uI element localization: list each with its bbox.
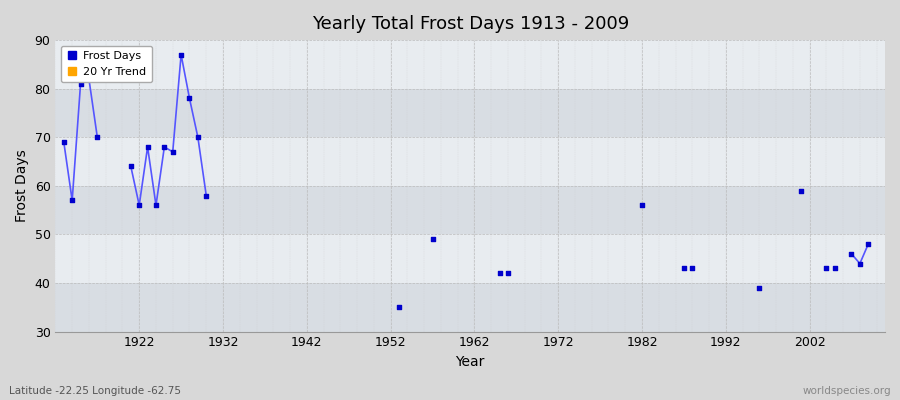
Point <box>174 52 188 58</box>
X-axis label: Year: Year <box>455 355 485 369</box>
Point <box>123 163 138 170</box>
Bar <box>56 186 885 234</box>
Point <box>90 134 104 140</box>
Point <box>392 304 406 310</box>
Point <box>132 202 147 208</box>
Point <box>794 188 808 194</box>
Point <box>852 260 867 267</box>
Point <box>65 197 79 204</box>
Point <box>426 236 440 242</box>
Bar <box>56 89 885 137</box>
Bar <box>56 137 885 186</box>
Text: Latitude -22.25 Longitude -62.75: Latitude -22.25 Longitude -62.75 <box>9 386 181 396</box>
Point <box>500 270 515 276</box>
Text: worldspecies.org: worldspecies.org <box>803 386 891 396</box>
Legend: Frost Days, 20 Yr Trend: Frost Days, 20 Yr Trend <box>61 46 152 82</box>
Point <box>57 139 71 145</box>
Title: Yearly Total Frost Days 1913 - 2009: Yearly Total Frost Days 1913 - 2009 <box>311 15 629 33</box>
Point <box>140 144 155 150</box>
Point <box>827 265 842 272</box>
Point <box>819 265 833 272</box>
Point <box>191 134 205 140</box>
Bar <box>56 234 885 283</box>
Point <box>492 270 507 276</box>
Point <box>74 81 88 87</box>
Point <box>844 251 859 257</box>
Point <box>166 149 180 155</box>
Y-axis label: Frost Days: Frost Days <box>15 150 29 222</box>
Bar <box>56 40 885 89</box>
Point <box>861 241 876 247</box>
Point <box>752 285 767 291</box>
Point <box>634 202 649 208</box>
Point <box>158 144 172 150</box>
Point <box>685 265 699 272</box>
Point <box>677 265 691 272</box>
Bar <box>56 283 885 332</box>
Point <box>82 76 96 82</box>
Point <box>148 202 163 208</box>
Point <box>183 95 197 102</box>
Point <box>199 192 213 199</box>
